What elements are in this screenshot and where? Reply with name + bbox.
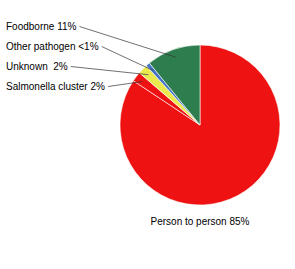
slice-label: Other pathogen <1% (6, 41, 99, 52)
slice-label: Person to person 85% (151, 216, 250, 227)
leader-line (71, 67, 149, 75)
slice (120, 45, 280, 205)
pie (120, 45, 280, 205)
slice-label: Unknown 2% (6, 61, 68, 72)
slice-label: Salmonella cluster 2% (6, 81, 105, 92)
leader-line (108, 82, 143, 87)
slice-label: Foodborne 11% (6, 21, 77, 32)
labels: Person to person 85% Foodborne 11% Other p… (6, 21, 250, 227)
chart: Person to person 85% Foodborne 11% Other p… (0, 0, 295, 269)
leader-line (102, 47, 153, 71)
